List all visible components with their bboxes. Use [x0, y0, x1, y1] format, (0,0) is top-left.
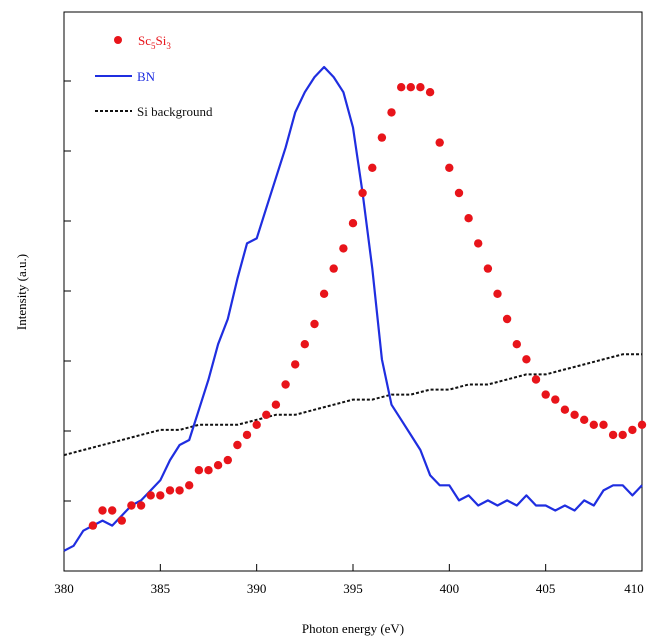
y-ticks: [64, 80, 71, 502]
sc5si3-point: [329, 264, 338, 273]
sc5si3-point: [185, 481, 194, 490]
sc5si3-point: [502, 314, 512, 324]
sc5si3-point: [281, 380, 290, 389]
sc5si3-point: [175, 486, 184, 495]
sc5si3-point: [223, 455, 232, 465]
sc5si3-point: [156, 491, 165, 500]
sc5si3-point: [425, 88, 435, 97]
sc5si3-point: [397, 83, 406, 92]
sc5si3-point: [348, 219, 358, 228]
sc5si3-point: [493, 289, 502, 298]
sc5si3-point: [108, 506, 117, 515]
sc5si3-point: [551, 395, 560, 404]
sc5si3-point: [127, 501, 136, 510]
sc5si3-point: [445, 163, 454, 172]
series-si-background: [63, 353, 642, 457]
legend-marker-sc5si3: [114, 36, 122, 44]
sc5si3-point: [165, 486, 175, 495]
x-axis-title: Photon energy (eV): [302, 621, 404, 636]
sc5si3-point: [541, 390, 550, 399]
sc5si3-point: [213, 461, 223, 470]
sc5si3-point: [377, 133, 387, 142]
x-tick-label: 410: [624, 581, 644, 596]
sc5si3-point: [580, 415, 589, 424]
sc5si3-point: [589, 420, 598, 429]
sc5si3-point: [387, 108, 396, 117]
sc5si3-point: [618, 430, 627, 440]
x-tick-label: 385: [151, 581, 171, 596]
sc5si3-point: [628, 425, 637, 435]
si-background-line: [63, 353, 642, 457]
sc5si3-point: [522, 355, 531, 364]
sc5si3-point: [368, 163, 377, 172]
sc5si3-point: [146, 491, 155, 500]
sc5si3-point: [262, 410, 271, 419]
sc5si3-point: [464, 214, 473, 223]
sc5si3-point: [233, 440, 242, 450]
y-axis-title: Intensity (a.u.): [14, 254, 29, 330]
sc5si3-point: [271, 400, 281, 409]
sc5si3-point: [291, 360, 300, 369]
sc5si3-point: [117, 516, 127, 525]
sc5si3-point: [98, 506, 107, 515]
sc5si3-point: [242, 430, 252, 440]
sc5si3-point: [136, 501, 146, 510]
legend-label-sc5si3: Sc5Si3: [138, 33, 171, 51]
sc5si3-point: [358, 188, 367, 198]
sc5si3-point: [570, 410, 579, 419]
sc5si3-point: [435, 138, 444, 147]
sc5si3-point: [560, 405, 570, 414]
sc5si3-point: [474, 239, 483, 248]
x-tick-label: 380: [54, 581, 74, 596]
x-tick-labels: 380 385 390 395 400 405 410: [54, 581, 644, 596]
sc5si3-point: [252, 420, 261, 429]
sc5si3-point: [204, 466, 213, 475]
legend-label-si-background: Si background: [137, 104, 213, 119]
sc5si3-point: [637, 420, 647, 429]
x-tick-label: 405: [536, 581, 556, 596]
sc5si3-point: [194, 466, 204, 475]
sc5si3-point: [599, 420, 608, 429]
plot-frame: [63, 11, 643, 572]
sc5si3-point: [531, 375, 541, 384]
x-ticks: [63, 564, 643, 571]
x-tick-label: 400: [440, 581, 460, 596]
sc5si3-point: [454, 188, 464, 198]
sc5si3-point: [300, 340, 309, 349]
sc5si3-point: [319, 289, 329, 298]
legend: Sc5Si3 BN Si background: [95, 33, 213, 119]
series-sc5si3: [88, 83, 647, 530]
sc5si3-point: [416, 83, 425, 92]
bn-line: [63, 65, 643, 552]
sc5si3-point: [406, 83, 415, 92]
sc5si3-point: [88, 521, 98, 530]
x-tick-label: 395: [343, 581, 363, 596]
sc5si3-point: [512, 340, 521, 349]
legend-label-bn: BN: [137, 69, 156, 84]
series-bn: [63, 65, 643, 552]
sc5si3-point: [608, 430, 618, 440]
sc5si3-point: [310, 319, 319, 329]
sc5si3-point: [483, 264, 493, 273]
x-tick-label: 390: [247, 581, 267, 596]
sc5si3-point: [339, 244, 348, 253]
